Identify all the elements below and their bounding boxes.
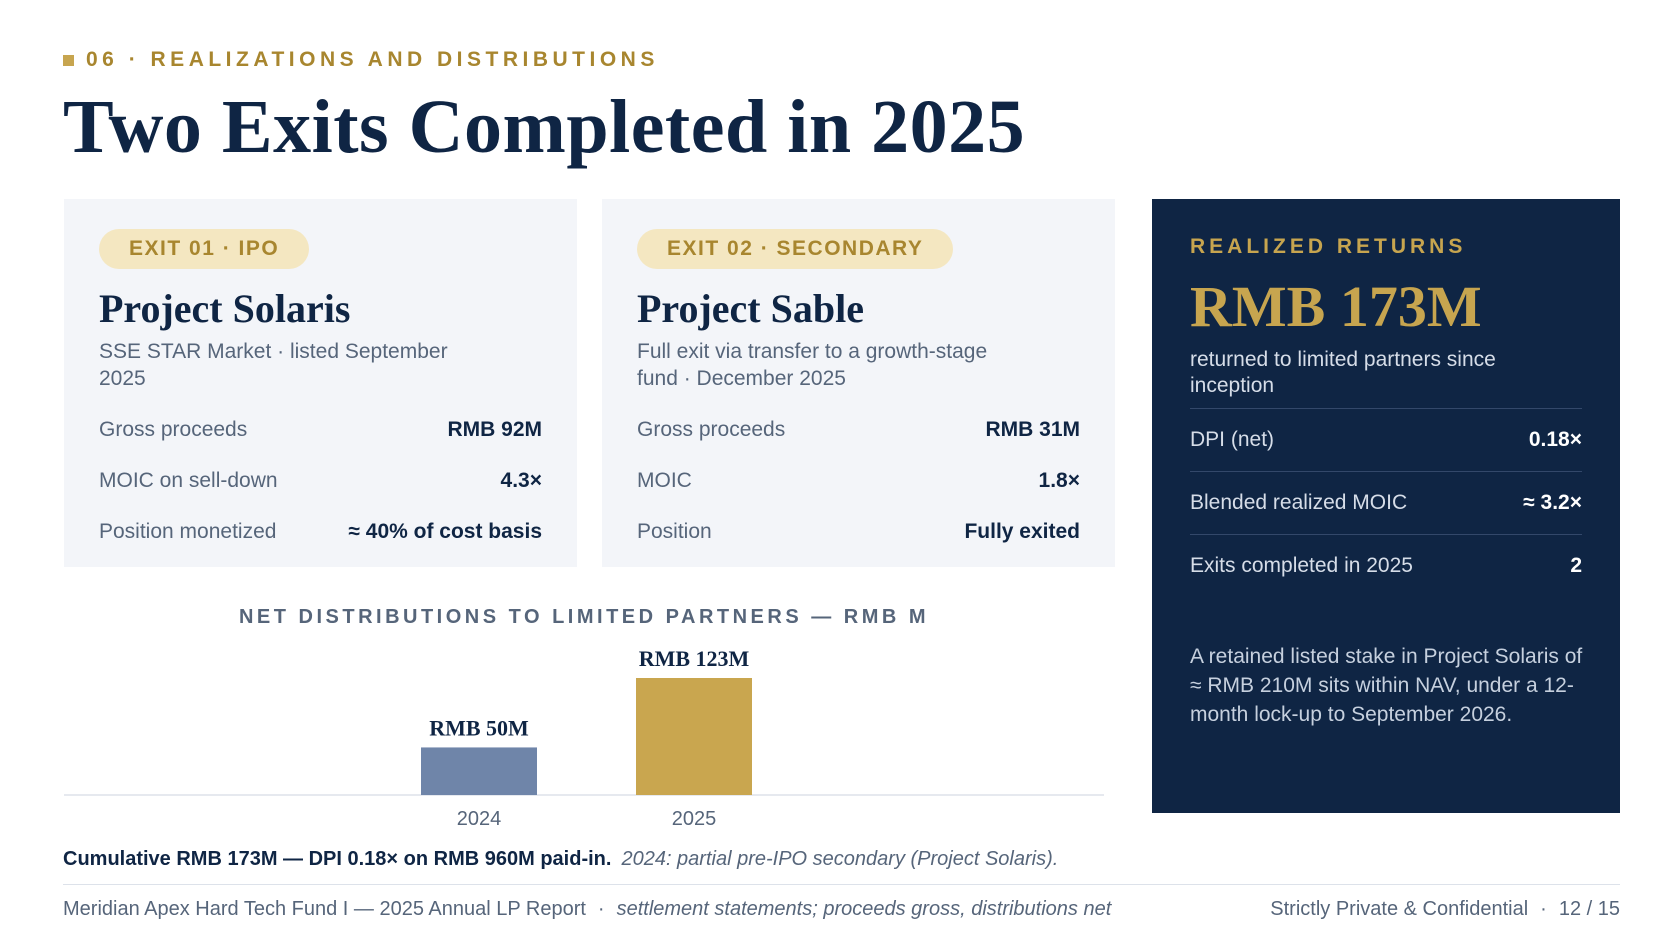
realized-description: returned to limited partners since incep… (1190, 348, 1496, 397)
stat-label: Blended realized MOIC (1190, 491, 1408, 514)
footer-source: settlement statements; proceeds gross, d… (616, 898, 1112, 920)
page-number: 12 / 15 (1558, 898, 1620, 920)
realized-returns-panel: REALIZED RETURNS RMB 173M returned to li… (1152, 199, 1620, 813)
exit-row: Gross proceeds RMB 92M (99, 418, 542, 442)
exit-tag: EXIT 02 · SECONDARY (637, 229, 954, 269)
exit-card-sable: EXIT 02 · SECONDARY Project Sable Full e… (602, 199, 1115, 567)
realized-amount: RMB 173M (1190, 274, 1482, 339)
exit-row: Position monetized ≈ 40% of cost basis (99, 520, 542, 544)
footer-separator: · (1540, 898, 1547, 920)
exit-row-label: Gross proceeds (99, 418, 248, 441)
chart-data-label: RMB 50M (429, 715, 529, 740)
footer-left: Meridian Apex Hard Tech Fund I — 2025 An… (63, 898, 1111, 921)
eyebrow-marker (63, 54, 74, 66)
exit-row-value: 1.8× (1038, 469, 1080, 492)
exit-subtitle: SSE STAR Market · listed September 2025 (99, 340, 448, 390)
exit-name: Project Solaris (99, 286, 351, 331)
exit-row: MOIC 1.8× (637, 469, 1080, 493)
realized-note: A retained listed stake in Project Solar… (1190, 645, 1583, 726)
footer: Meridian Apex Hard Tech Fund I — 2025 An… (63, 898, 1620, 921)
footer-right: Strictly Private & Confidential · 12 / 15 (1270, 898, 1620, 921)
exit-row-label: Position (637, 520, 712, 543)
exit-row-label: MOIC on sell-down (99, 469, 278, 492)
exit-row: MOIC on sell-down 4.3× (99, 469, 542, 493)
exit-name: Project Sable (637, 286, 864, 331)
footer-confidential: Strictly Private & Confidential (1270, 898, 1529, 920)
exit-row-label: MOIC (637, 469, 692, 492)
realized-stat: Exits completed in 2025 2 (1190, 534, 1582, 597)
chart-bar-2025 (636, 678, 752, 795)
stat-value: 2 (1570, 554, 1582, 577)
exit-subtitle: Full exit via transfer to a growth-stage… (637, 340, 988, 390)
footer-report-name: Meridian Apex Hard Tech Fund I — 2025 An… (63, 898, 586, 920)
summary-line: Cumulative RMB 173M — DPI 0.18× on RMB 9… (63, 848, 1058, 871)
stat-value: 0.18× (1528, 428, 1582, 451)
summary-italic: 2024: partial pre-IPO secondary (Project… (621, 848, 1059, 870)
realized-stat: Blended realized MOIC ≈ 3.2× (1190, 471, 1582, 534)
exit-row-value: RMB 31M (985, 418, 1080, 441)
footer-separator: · (597, 898, 605, 920)
exit-tag: EXIT 01 · IPO (99, 229, 310, 269)
exit-row: Gross proceeds RMB 31M (637, 418, 1080, 442)
page-title: Two Exits Completed in 2025 (63, 85, 1026, 169)
realized-stat: DPI (net) 0.18× (1190, 408, 1582, 471)
chart-tick-label: 2025 (672, 808, 717, 830)
realized-label: REALIZED RETURNS (1190, 235, 1467, 258)
exit-row-value: Fully exited (964, 520, 1080, 543)
exit-row-value: RMB 92M (447, 418, 542, 441)
exit-row-value: ≈ 40% of cost basis (348, 520, 542, 543)
stat-label: DPI (net) (1190, 428, 1275, 451)
exit-row-value: 4.3× (500, 469, 542, 492)
stat-label: Exits completed in 2025 (1190, 554, 1413, 577)
chart-title: NET DISTRIBUTIONS TO LIMITED PARTNERS — … (238, 606, 930, 628)
section-eyebrow: 06 · REALIZATIONS AND DISTRIBUTIONS (63, 48, 659, 72)
eyebrow-text: 06 · REALIZATIONS AND DISTRIBUTIONS (86, 48, 659, 71)
chart-bar-2024 (421, 747, 537, 795)
exit-row-label: Gross proceeds (637, 418, 786, 441)
footer-divider (63, 884, 1620, 885)
summary-bold: Cumulative RMB 173M — DPI 0.18× on RMB 9… (63, 848, 612, 870)
exit-row-label: Position monetized (99, 520, 277, 543)
exit-card-solaris: EXIT 01 · IPO Project Solaris SSE STAR M… (64, 199, 577, 567)
chart-tick-label: 2024 (457, 808, 502, 830)
stat-value: ≈ 3.2× (1523, 491, 1582, 514)
chart-data-label: RMB 123M (639, 646, 750, 671)
exit-row: Position Fully exited (637, 520, 1080, 544)
